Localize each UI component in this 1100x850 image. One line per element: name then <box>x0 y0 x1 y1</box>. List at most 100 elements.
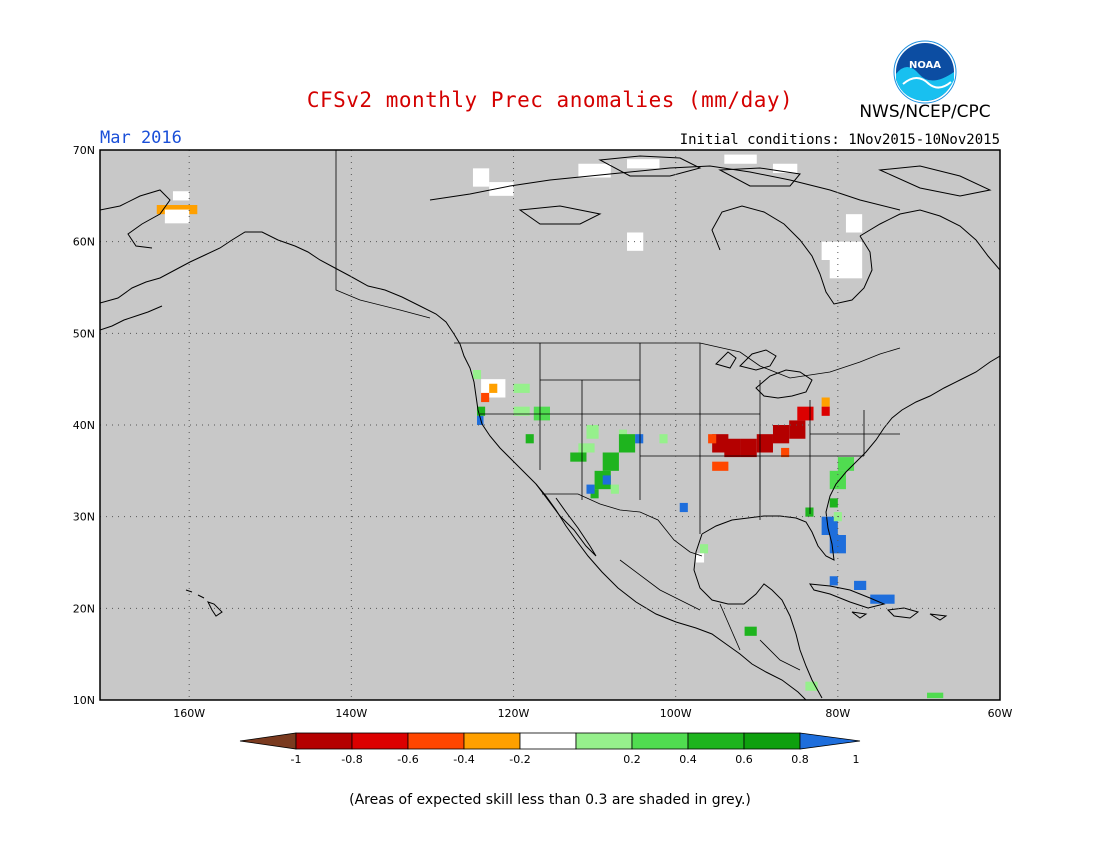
anomaly-cell <box>618 434 636 453</box>
longitude-labels: 160W 140W 120W 100W 80W 60W <box>173 707 1012 720</box>
anomaly-cell <box>472 168 490 187</box>
lat-tick-label: 70N <box>73 144 95 157</box>
lon-tick-label: 60W <box>988 707 1013 720</box>
lat-tick-label: 40N <box>73 419 95 432</box>
anomaly-cell <box>700 544 709 554</box>
anomaly-cell <box>724 438 741 458</box>
colorbar-label: -0.4 <box>453 753 474 766</box>
colorbar-label: 0.2 <box>623 753 641 766</box>
colorbar-bin <box>295 732 353 750</box>
anomaly-cell <box>570 452 587 462</box>
anomaly-cell <box>845 214 863 233</box>
colorbar-label: 1 <box>853 753 860 766</box>
colorbar-bin <box>687 732 745 750</box>
anomaly-cell <box>854 580 867 590</box>
map-title: CFSv2 monthly Prec anomalies (mm/day) <box>306 88 794 112</box>
lon-tick-label: 140W <box>335 707 367 720</box>
anomaly-cell <box>659 434 668 444</box>
colorbar-label: 0.8 <box>791 753 809 766</box>
anomaly-cell <box>837 457 855 471</box>
anomaly-cell <box>602 475 611 485</box>
colorbar-bin <box>743 732 801 750</box>
anomaly-cell <box>772 425 790 444</box>
anomaly-cell <box>627 159 660 169</box>
colorbar-bin <box>351 732 409 750</box>
anomaly-cell <box>586 425 599 439</box>
colorbar <box>239 732 861 750</box>
anomaly-cell <box>477 415 484 425</box>
anomaly-cell <box>513 406 530 416</box>
anomaly-cell <box>829 260 863 279</box>
anomaly-cells <box>156 154 944 699</box>
anomaly-cell <box>164 209 190 224</box>
anomaly-cell <box>724 154 757 164</box>
anomaly-cell <box>821 406 830 416</box>
anomaly-cell <box>789 420 806 439</box>
anomaly-cell <box>477 406 486 416</box>
colorbar-label: 0.6 <box>735 753 753 766</box>
anomaly-cell <box>489 182 514 196</box>
anomaly-cell <box>740 438 757 458</box>
anomaly-cell <box>578 163 611 178</box>
colorbar-label: -0.8 <box>341 753 362 766</box>
anomaly-cell <box>870 594 895 604</box>
anomaly-cell <box>513 383 530 393</box>
lat-tick-label: 60N <box>73 236 95 249</box>
anomaly-cell <box>525 434 534 444</box>
coastlines <box>100 155 1000 700</box>
lat-tick-label: 20N <box>73 602 95 615</box>
lon-tick-label: 80W <box>825 707 850 720</box>
anomaly-cell <box>829 498 838 508</box>
political-borders <box>335 150 901 671</box>
anomaly-cell <box>481 392 490 403</box>
anomaly-cell <box>781 447 790 458</box>
lon-tick-label: 160W <box>173 707 205 720</box>
lon-tick-label: 120W <box>498 707 530 720</box>
colorbar-label: -0.6 <box>397 753 418 766</box>
anomaly-cell <box>772 163 798 173</box>
anomaly-cell <box>489 383 498 393</box>
colorbar-right-arrow <box>799 732 861 750</box>
anomaly-cell <box>627 232 644 251</box>
colorbar-bin <box>519 732 577 750</box>
grid-lines <box>100 150 1000 700</box>
anomaly-cell <box>821 397 830 407</box>
latitude-labels: 70N 60N 50N 40N 30N 20N 10N <box>73 144 95 707</box>
colorbar-bin <box>631 732 689 750</box>
agency-label: NWS/NCEP/CPC <box>859 102 991 122</box>
colorbar-bin <box>407 732 465 750</box>
anomaly-cell <box>586 484 595 494</box>
anomaly-cell <box>756 434 773 453</box>
anomaly-cell <box>635 434 644 444</box>
anomaly-cell <box>712 461 729 471</box>
anomaly-cell <box>602 452 619 471</box>
anomaly-cell <box>805 507 814 517</box>
initial-conditions-label: Initial conditions: 1Nov2015-10Nov2015 <box>679 132 1000 148</box>
anomaly-cell <box>695 553 705 563</box>
lon-tick-label: 100W <box>660 707 692 720</box>
anomaly-cell <box>829 535 846 554</box>
colorbar-labels: -1 -0.8 -0.6 -0.4 -0.2 0.2 0.4 0.6 0.8 1 <box>291 753 860 766</box>
skill-note: (Areas of expected skill less than 0.3 a… <box>349 792 751 808</box>
anomaly-cell <box>533 406 550 421</box>
colorbar-bin <box>463 732 521 750</box>
logo-text: NOAA <box>909 60 941 71</box>
map-frame <box>99 149 1001 701</box>
lat-tick-label: 50N <box>73 327 95 340</box>
anomaly-cell <box>797 406 814 421</box>
colorbar-label: -1 <box>291 753 302 766</box>
colorbar-bin <box>575 732 633 750</box>
anomaly-cell <box>744 626 757 636</box>
valid-month-label: Mar 2016 <box>100 128 182 148</box>
lat-tick-label: 10N <box>73 694 95 707</box>
anomaly-cell <box>927 692 944 699</box>
anomaly-cell <box>472 370 482 380</box>
anomaly-cell <box>172 191 190 201</box>
anomaly-cell <box>829 576 838 586</box>
anomaly-cell <box>708 434 717 444</box>
anomaly-cell <box>805 681 818 691</box>
anomaly-cell <box>578 443 595 453</box>
colorbar-label: -0.2 <box>509 753 530 766</box>
noaa-logo: NOAA <box>893 40 957 104</box>
